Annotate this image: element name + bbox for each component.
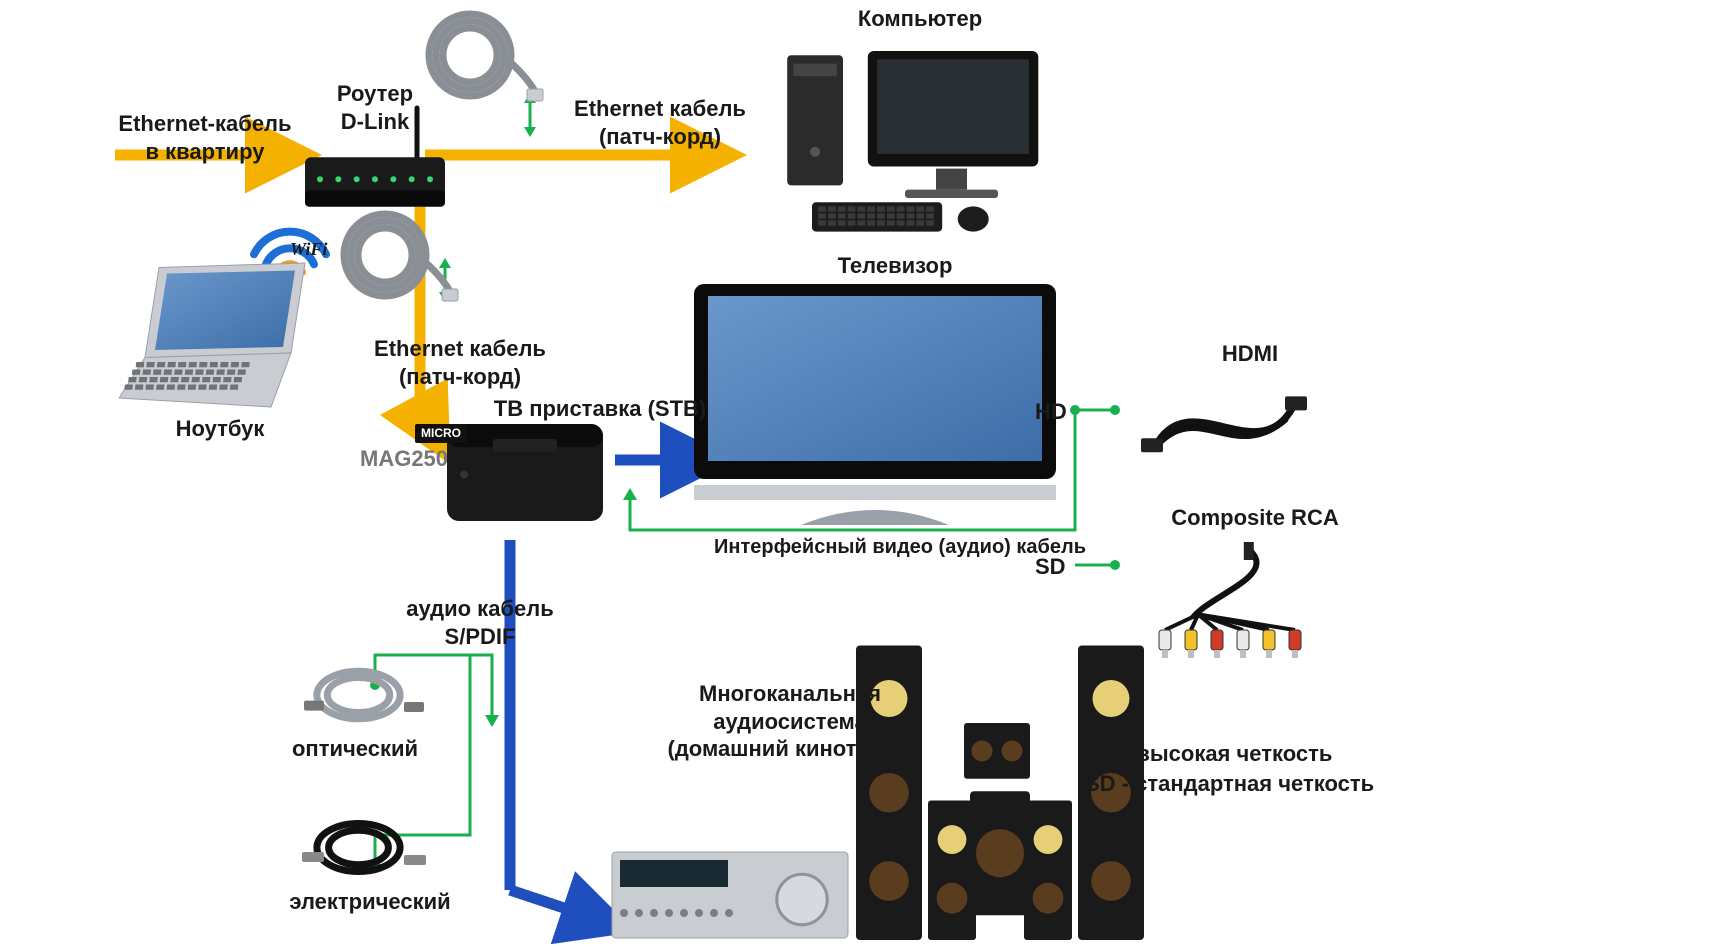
tv-label: Телевизор: [820, 252, 970, 280]
stb-brand-tag: MICRO: [415, 424, 467, 443]
eth_cable_stb-label: Ethernet кабель (патч-корд): [355, 335, 565, 390]
audio_system-label: Многоканальная аудиосистема (домашний ки…: [650, 680, 930, 763]
ethernet-cable-stb: [340, 210, 460, 330]
ethernet-cable-pc: [425, 10, 545, 130]
audio_cable-label: аудио кабель S/PDIF: [395, 595, 565, 650]
laptop-device: [115, 260, 315, 410]
electrical-label: электрический: [280, 888, 460, 916]
stb-brand-label: MAG250: [360, 445, 448, 473]
comp_rca-label: Composite RCA: [1155, 504, 1355, 532]
legend_hd-label: HD - высокая четкость: [1085, 740, 1405, 768]
wifi-label: WiFi: [290, 238, 327, 261]
eth_cable_pc-label: Ethernet кабель (патч-корд): [555, 95, 765, 150]
optical-cable: [300, 660, 430, 730]
hdmi-label: HDMI: [1200, 340, 1300, 368]
electrical-cable: [300, 810, 430, 885]
computer-label: Компьютер: [840, 5, 1000, 33]
hdmi-cable: [1135, 370, 1315, 480]
computer-device: [750, 30, 1060, 240]
ethernet_in-label: Ethernet-кабель в квартиру: [100, 110, 310, 165]
stb-label: ТВ приставка (STB): [475, 395, 725, 423]
legend_sd-label: SD - стандартная четкость: [1085, 770, 1425, 798]
router-label: Роутер D-Link: [315, 80, 435, 135]
av-receiver: [610, 850, 850, 940]
optical-label: оптический: [280, 735, 430, 763]
rca-cable: [1145, 540, 1335, 660]
hd-label: HD: [1035, 398, 1067, 426]
laptop-label: Ноутбук: [160, 415, 280, 443]
sd-label: SD: [1035, 553, 1066, 581]
tv-device: [690, 280, 1060, 530]
stb-device: [445, 420, 605, 525]
